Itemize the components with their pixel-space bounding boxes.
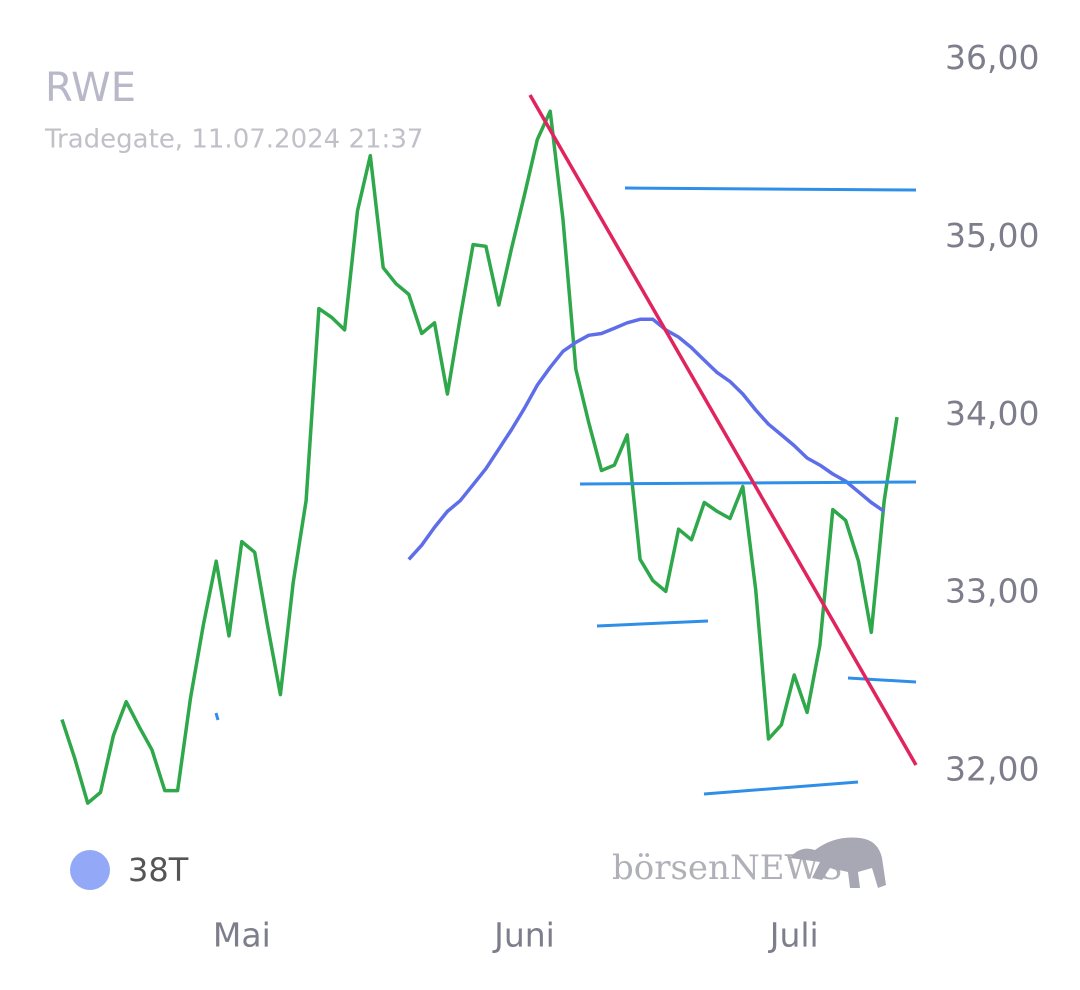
y-tick-label: 34,00	[945, 394, 1039, 433]
y-tick-label: 36,00	[945, 38, 1039, 77]
watermark-bull	[790, 837, 886, 888]
trendline	[596, 619, 709, 628]
trendline	[703, 780, 859, 796]
chart-subtitle: Tradegate, 11.07.2024 21:37	[44, 125, 423, 155]
y-tick-label: 35,00	[945, 216, 1039, 255]
trendline	[847, 676, 917, 684]
x-tick-label: Juli	[768, 916, 819, 955]
watermark: börsenNEWS	[612, 837, 886, 888]
series-line	[407, 317, 886, 561]
trendline	[528, 94, 918, 766]
trendline	[579, 480, 917, 486]
series-line	[60, 109, 899, 805]
legend-item: 38T	[70, 850, 189, 890]
plot: 32,00 33,00 34,00 35,00 36,00 Mai Juni Juli 38T	[60, 38, 1039, 955]
drawn-trendlines	[214, 94, 918, 796]
trendline	[624, 186, 917, 192]
legend-swatch	[70, 850, 110, 890]
trendline	[214, 712, 220, 721]
x-tick-label: Juni	[492, 916, 555, 955]
x-tick-label: Mai	[213, 916, 271, 955]
chart-title: RWE	[45, 65, 136, 111]
legend-label: 38T	[128, 851, 189, 889]
y-tick-label: 32,00	[945, 750, 1039, 789]
y-tick-label: 33,00	[945, 572, 1039, 611]
